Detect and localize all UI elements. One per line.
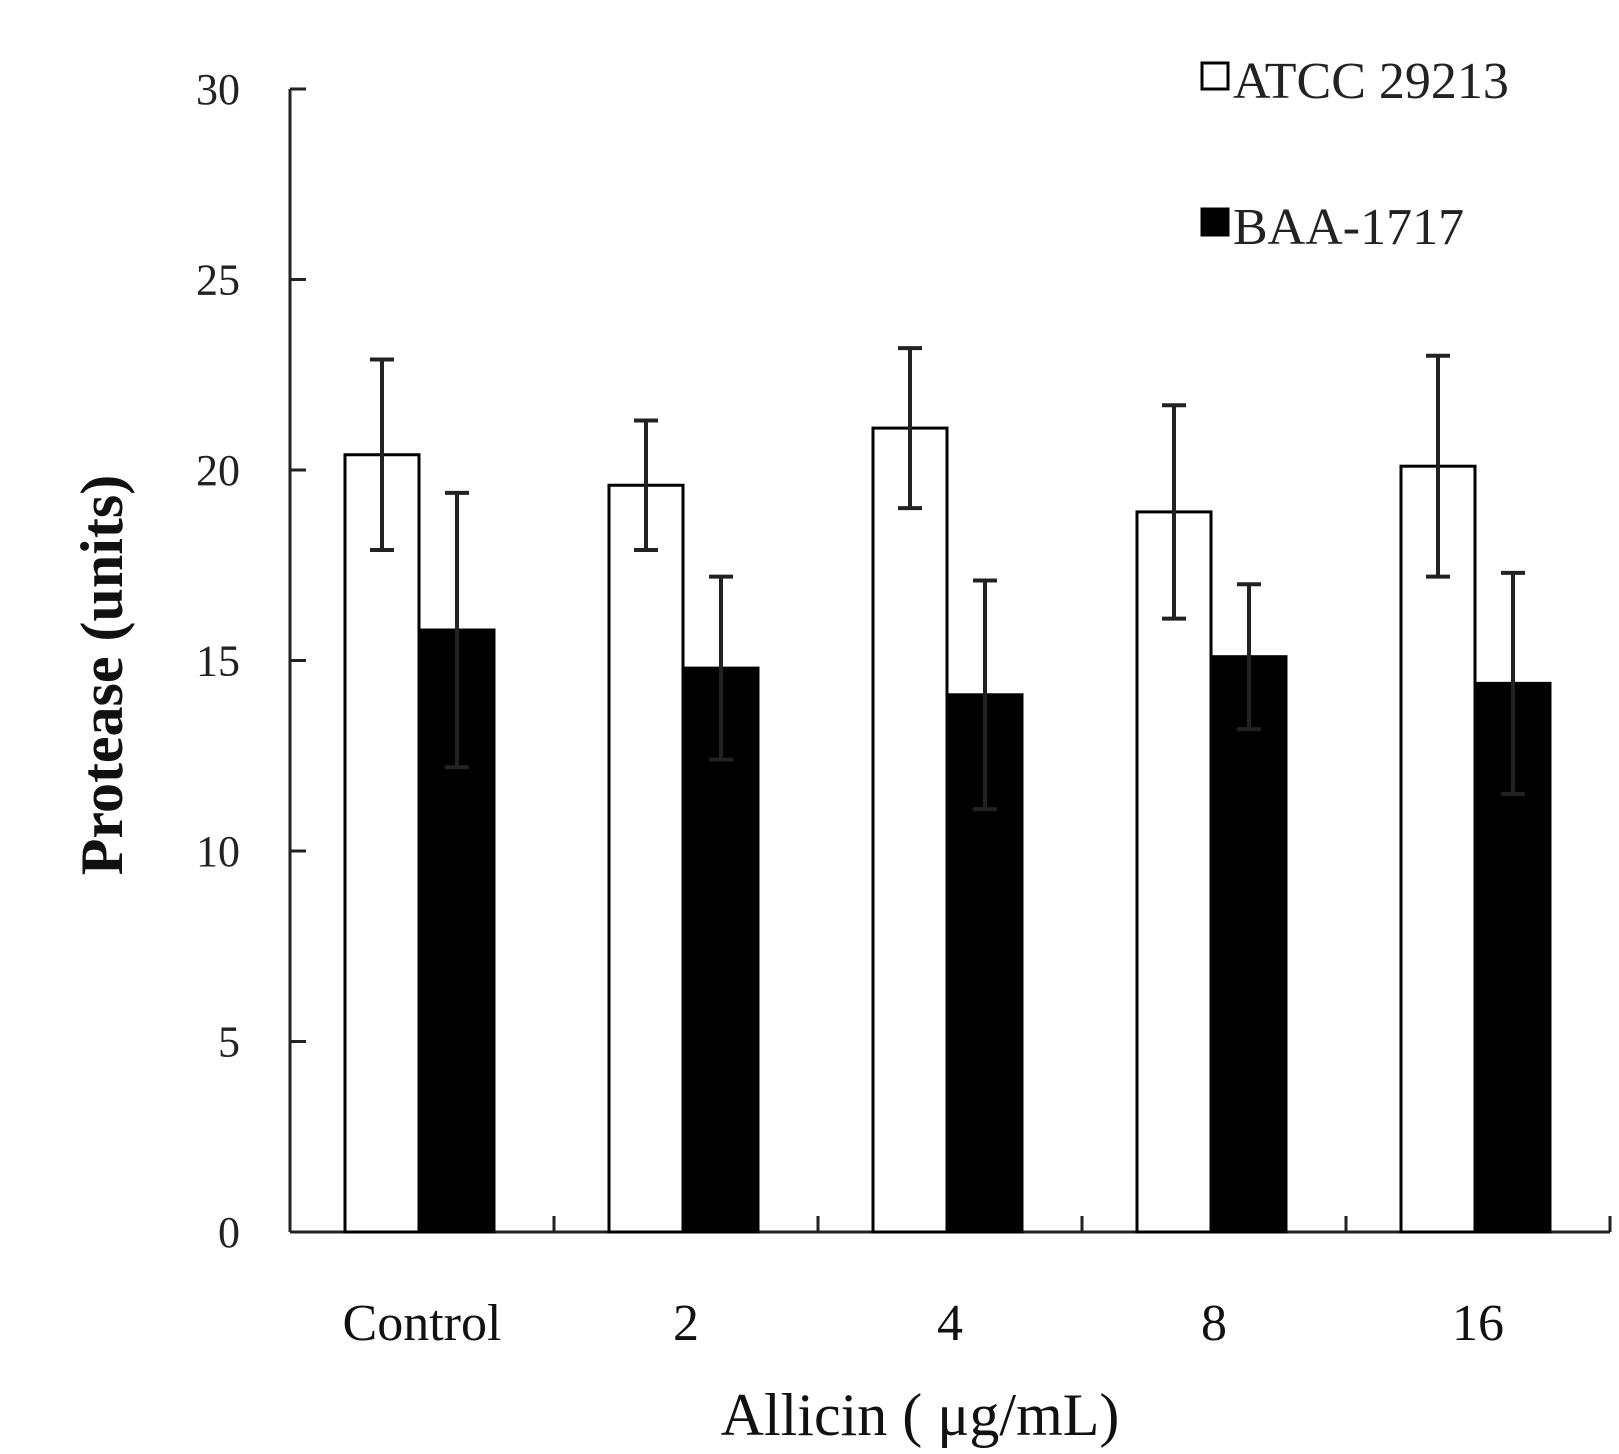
bar-s0-3 <box>1135 510 1213 1234</box>
bar-s0-4 <box>1399 464 1477 1234</box>
x-axis-title: Allicin ( μg/mL) <box>721 1382 1120 1448</box>
bar-s0-2 <box>871 426 949 1234</box>
legend-label-atcc-29213: ATCC 29213 <box>1233 53 1509 110</box>
legend-swatch-baa-1717 <box>1200 207 1230 237</box>
y-tick-label-0: 0 <box>218 1208 240 1257</box>
legend: ATCC 29213 BAA-1717 <box>1200 53 1509 256</box>
x-tick-label-2: 4 <box>937 1295 963 1352</box>
labels: Allicin ( μg/mL) Protease (units) Contro… <box>69 475 1504 1448</box>
error-bars <box>370 346 1525 812</box>
legend-swatch-atcc-29213 <box>1200 61 1230 91</box>
y-axis-title: Protease (units) <box>69 475 135 876</box>
bar-s0-0 <box>343 453 421 1234</box>
bar-s1-3 <box>1210 655 1288 1234</box>
y-tick-label-10: 10 <box>196 827 240 876</box>
y-tick-label-30: 30 <box>196 65 240 114</box>
axes: 0 5 10 15 20 25 30 <box>196 65 1612 1257</box>
y-tick-label-20: 20 <box>196 446 240 495</box>
y-tick-label-25: 25 <box>196 256 240 305</box>
legend-label-baa-1717: BAA-1717 <box>1233 199 1464 256</box>
x-tick-label-0: Control <box>343 1295 502 1352</box>
x-tick-label-3: 8 <box>1201 1295 1227 1352</box>
x-tick-label-4: 16 <box>1452 1295 1504 1352</box>
x-tick-label-1: 2 <box>673 1295 699 1352</box>
y-tick-label-5: 5 <box>218 1018 240 1067</box>
bars <box>343 426 1552 1234</box>
bar-s1-1 <box>682 666 760 1234</box>
bar-s0-1 <box>607 483 685 1234</box>
y-tick-label-15: 15 <box>196 637 240 686</box>
